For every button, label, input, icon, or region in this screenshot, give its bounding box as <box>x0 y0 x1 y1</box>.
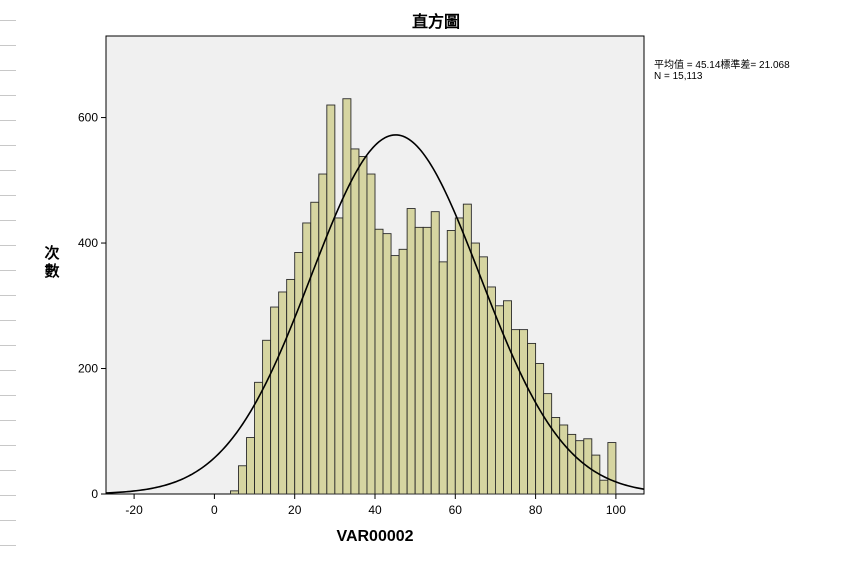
histogram-bars <box>230 98 617 495</box>
x-tick-label: 40 <box>368 503 382 517</box>
ruler-line <box>0 45 16 46</box>
histogram-bar <box>559 424 569 495</box>
histogram-bar <box>366 173 376 495</box>
y-tick-label: 600 <box>78 111 98 125</box>
x-tick-label: -20 <box>125 503 143 517</box>
ruler-line <box>0 395 16 396</box>
y-axis-label-part2: 數 <box>44 262 59 280</box>
histogram-bar <box>494 305 504 495</box>
ruler-line <box>0 220 16 221</box>
histogram-bar <box>302 222 312 495</box>
y-tick-label: 0 <box>91 487 98 501</box>
chart-title: 直方圖 <box>412 12 460 31</box>
y-axis: 0 200 400 600 <box>78 111 106 501</box>
ruler-line <box>0 145 16 146</box>
y-tick-label: 400 <box>78 236 98 250</box>
histogram-bar <box>374 228 384 495</box>
histogram-bar <box>414 226 424 495</box>
histogram-bar <box>318 173 328 495</box>
histogram-bar <box>575 440 585 495</box>
histogram-bar <box>334 217 344 495</box>
histogram-bar <box>398 248 408 495</box>
histogram-bar <box>454 217 464 495</box>
ruler-line <box>0 470 16 471</box>
histogram-bar <box>430 211 440 495</box>
stats-mean-sd: 平均值 = 45.14標準差= 21.068 <box>654 58 790 71</box>
histogram-bar <box>599 479 609 495</box>
y-axis-label-part1: 次 <box>44 244 59 262</box>
ruler-line <box>0 245 16 246</box>
histogram-bar <box>310 201 320 495</box>
histogram-bar <box>470 242 480 495</box>
normal-curve <box>105 134 645 494</box>
stats-n: N = 15,113 <box>654 71 703 82</box>
ruler-line <box>0 495 16 496</box>
histogram-bar <box>406 208 416 495</box>
ruler-line <box>0 70 16 71</box>
x-axis-label: VAR00002 <box>336 528 413 545</box>
x-tick-label: 80 <box>529 503 543 517</box>
histogram-bar <box>527 342 537 495</box>
histogram-bar <box>254 381 264 495</box>
histogram-bar <box>382 233 392 495</box>
ruler-line <box>0 20 16 21</box>
ruler-line <box>0 295 16 296</box>
x-tick-label: 60 <box>449 503 463 517</box>
left-ruler-decoration <box>0 0 18 564</box>
ruler-line <box>0 445 16 446</box>
ruler-line <box>0 345 16 346</box>
histogram-bar <box>326 104 336 495</box>
ruler-line <box>0 95 16 96</box>
ruler-line <box>0 420 16 421</box>
histogram-bar <box>262 339 272 495</box>
x-tick-label: 100 <box>606 503 626 517</box>
histogram-bar <box>567 433 577 495</box>
histogram-bar <box>519 329 529 495</box>
histogram-bar <box>286 278 296 495</box>
histogram-bar <box>350 148 360 495</box>
histogram-bar <box>503 300 512 495</box>
x-axis: -20 0 20 40 60 80 100 <box>125 494 626 517</box>
histogram-bar <box>446 230 456 495</box>
histogram-bar <box>342 98 352 495</box>
histogram-bar <box>422 226 432 495</box>
histogram-bar <box>230 490 239 495</box>
ruler-line <box>0 370 16 371</box>
ruler-line <box>0 270 16 271</box>
histogram-bar <box>294 252 304 495</box>
histogram-bar <box>462 203 472 495</box>
histogram-bar <box>238 465 247 495</box>
ruler-line <box>0 320 16 321</box>
histogram-bar <box>486 286 496 495</box>
ruler-line <box>0 120 16 121</box>
histogram-bar <box>607 442 617 495</box>
ruler-line <box>0 520 16 521</box>
histogram-bar <box>543 393 553 495</box>
histogram-bar <box>438 261 448 495</box>
ruler-line <box>0 195 16 196</box>
histogram-bar <box>358 156 368 495</box>
ruler-line <box>0 170 16 171</box>
histogram-bar <box>535 363 545 495</box>
ruler-line <box>0 545 16 546</box>
histogram-bar <box>246 437 256 495</box>
x-tick-label: 20 <box>288 503 302 517</box>
x-tick-label: 0 <box>211 503 218 517</box>
histogram-bar <box>390 255 400 495</box>
histogram-bar <box>278 291 288 495</box>
y-tick-label: 200 <box>78 362 98 376</box>
histogram-bar <box>270 306 280 495</box>
